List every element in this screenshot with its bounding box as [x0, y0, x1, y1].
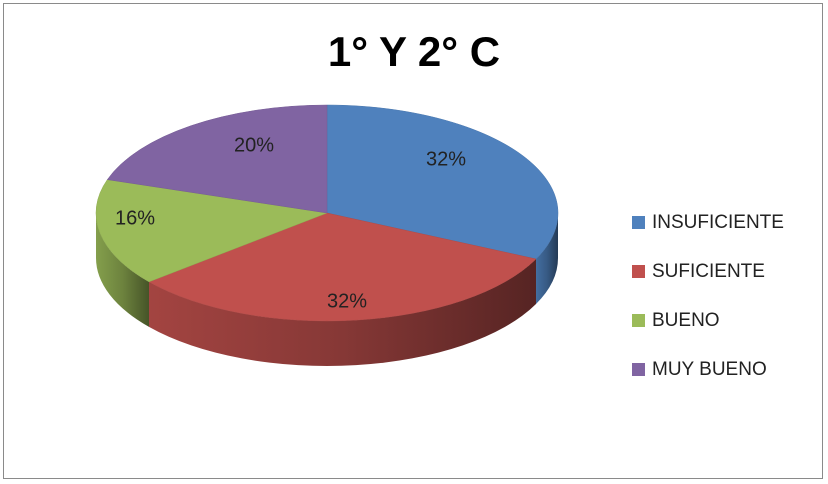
- slice-muy-bueno: [106, 104, 328, 214]
- legend-item-insuficiente: INSUFICIENTE: [632, 198, 784, 247]
- legend: INSUFICIENTE SUFICIENTE BUENO MUY BUENO: [632, 198, 784, 394]
- chart-title: 1° Y 2° C: [327, 28, 501, 75]
- slice-side-suficiente: [149, 258, 537, 367]
- data-label-suficiente: 32%: [327, 290, 367, 312]
- legend-label-insuficiente: INSUFICIENTE: [652, 211, 784, 233]
- data-label-bueno: 16%: [115, 207, 155, 229]
- legend-item-muy-bueno: MUY BUENO: [632, 345, 784, 394]
- legend-swatch-insuficiente: [632, 216, 645, 229]
- slice-bueno: [95, 179, 328, 283]
- data-label-insuficiente: 32%: [426, 148, 466, 170]
- slice-suficiente: [148, 212, 537, 322]
- slice-side-insuficiente: [536, 213, 558, 304]
- legend-label-muy-bueno: MUY BUENO: [652, 358, 767, 380]
- legend-item-bueno: BUENO: [632, 296, 784, 345]
- slice-side-bueno: [96, 213, 150, 327]
- legend-swatch-suficiente: [632, 265, 645, 278]
- legend-swatch-bueno: [632, 314, 645, 327]
- data-label-muy-bueno: 20%: [234, 134, 274, 156]
- legend-label-bueno: BUENO: [652, 309, 720, 331]
- legend-label-suficiente: SUFICIENTE: [652, 260, 765, 282]
- legend-item-suficiente: SUFICIENTE: [632, 247, 784, 296]
- slice-insuficiente: [326, 104, 559, 260]
- legend-swatch-muy-bueno: [632, 363, 645, 376]
